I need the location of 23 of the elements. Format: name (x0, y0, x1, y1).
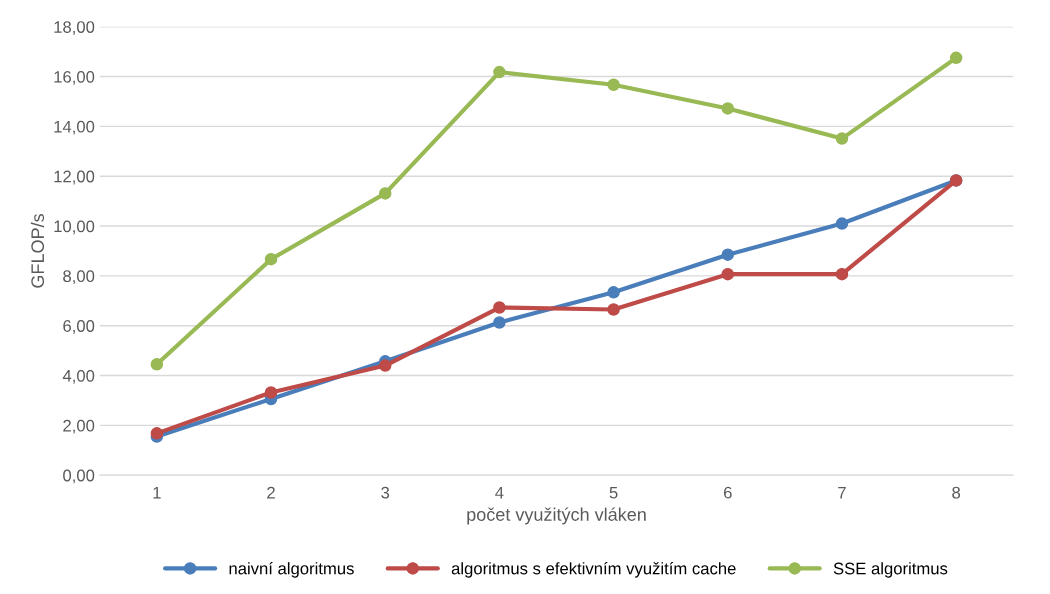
legend-label: SSE algoritmus (833, 562, 948, 578)
x-tick-label: 7 (838, 486, 846, 499)
x-axis-title: počet využitých vláken (467, 507, 646, 525)
x-tick-label: 8 (952, 486, 961, 499)
y-tick-label: 8,00 (63, 270, 95, 285)
y-tick-label: 0,00 (63, 469, 95, 484)
y-tick-label: 6,00 (63, 320, 95, 334)
x-tick-label: 4 (495, 486, 504, 499)
y-tick-label: 12,00 (54, 170, 95, 185)
x-tick-label: 1 (153, 486, 161, 499)
y-tick-label: 16,00 (54, 70, 95, 85)
y-tick-label: 18,00 (54, 21, 95, 35)
x-tick-label: 6 (723, 486, 732, 499)
x-tick-label: 5 (609, 486, 618, 499)
y-tick-label: 10,00 (54, 220, 95, 235)
y-axis-title: GFLOP/s (30, 213, 45, 288)
legend-label: algoritmus s efektivním využitím cache (451, 561, 736, 578)
x-tick-label: 2 (267, 486, 275, 499)
legend-label: naivní algoritmus (229, 561, 354, 578)
y-tick-label: 14,00 (54, 120, 95, 135)
y-tick-label: 2,00 (63, 419, 95, 434)
x-tick-label: 3 (381, 486, 390, 499)
y-tick-label: 4,00 (62, 369, 95, 384)
